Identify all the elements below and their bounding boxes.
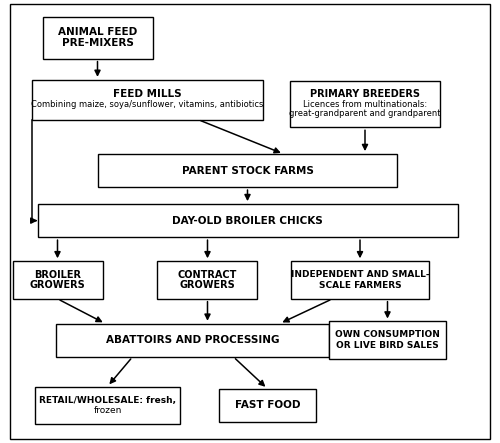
- Text: RETAIL/WHOLESALE: fresh,: RETAIL/WHOLESALE: fresh,: [39, 396, 176, 404]
- Bar: [12, 261, 102, 299]
- Text: OR LIVE BIRD SALES: OR LIVE BIRD SALES: [336, 341, 439, 350]
- Text: SCALE FARMERS: SCALE FARMERS: [318, 281, 402, 290]
- Text: Combining maize, soya/sunflower, vitamins, antibiotics: Combining maize, soya/sunflower, vitamin…: [32, 101, 264, 109]
- Text: CONTRACT: CONTRACT: [178, 270, 237, 280]
- Text: BROILER: BROILER: [34, 270, 81, 280]
- Text: PRIMARY BREEDERS: PRIMARY BREEDERS: [310, 89, 420, 99]
- Text: DAY-OLD BROILER CHICKS: DAY-OLD BROILER CHICKS: [172, 216, 323, 225]
- Text: PARENT STOCK FARMS: PARENT STOCK FARMS: [182, 166, 314, 175]
- Text: FAST FOOD: FAST FOOD: [235, 400, 300, 410]
- Bar: [56, 323, 328, 357]
- Text: ABATTOIRS AND PROCESSING: ABATTOIRS AND PROCESSING: [106, 335, 279, 345]
- Text: frozen: frozen: [94, 406, 122, 415]
- Bar: [32, 80, 262, 120]
- Text: Licences from multinationals:: Licences from multinationals:: [303, 100, 427, 109]
- Bar: [158, 261, 258, 299]
- Bar: [98, 154, 398, 187]
- Bar: [38, 204, 458, 237]
- Bar: [291, 261, 429, 299]
- Text: GROWERS: GROWERS: [30, 280, 86, 290]
- Text: great-grandparent and grandparent: great-grandparent and grandparent: [289, 109, 441, 118]
- Text: ANIMAL FEED: ANIMAL FEED: [58, 27, 137, 37]
- Text: FEED MILLS: FEED MILLS: [113, 89, 182, 99]
- Bar: [329, 322, 446, 359]
- Bar: [219, 389, 316, 422]
- Bar: [42, 17, 152, 59]
- Text: PRE-MIXERS: PRE-MIXERS: [62, 38, 134, 48]
- Text: GROWERS: GROWERS: [180, 280, 236, 290]
- Bar: [35, 386, 180, 424]
- Text: INDEPENDENT AND SMALL-: INDEPENDENT AND SMALL-: [290, 270, 430, 279]
- Bar: [290, 81, 440, 128]
- Text: OWN CONSUMPTION: OWN CONSUMPTION: [335, 330, 440, 339]
